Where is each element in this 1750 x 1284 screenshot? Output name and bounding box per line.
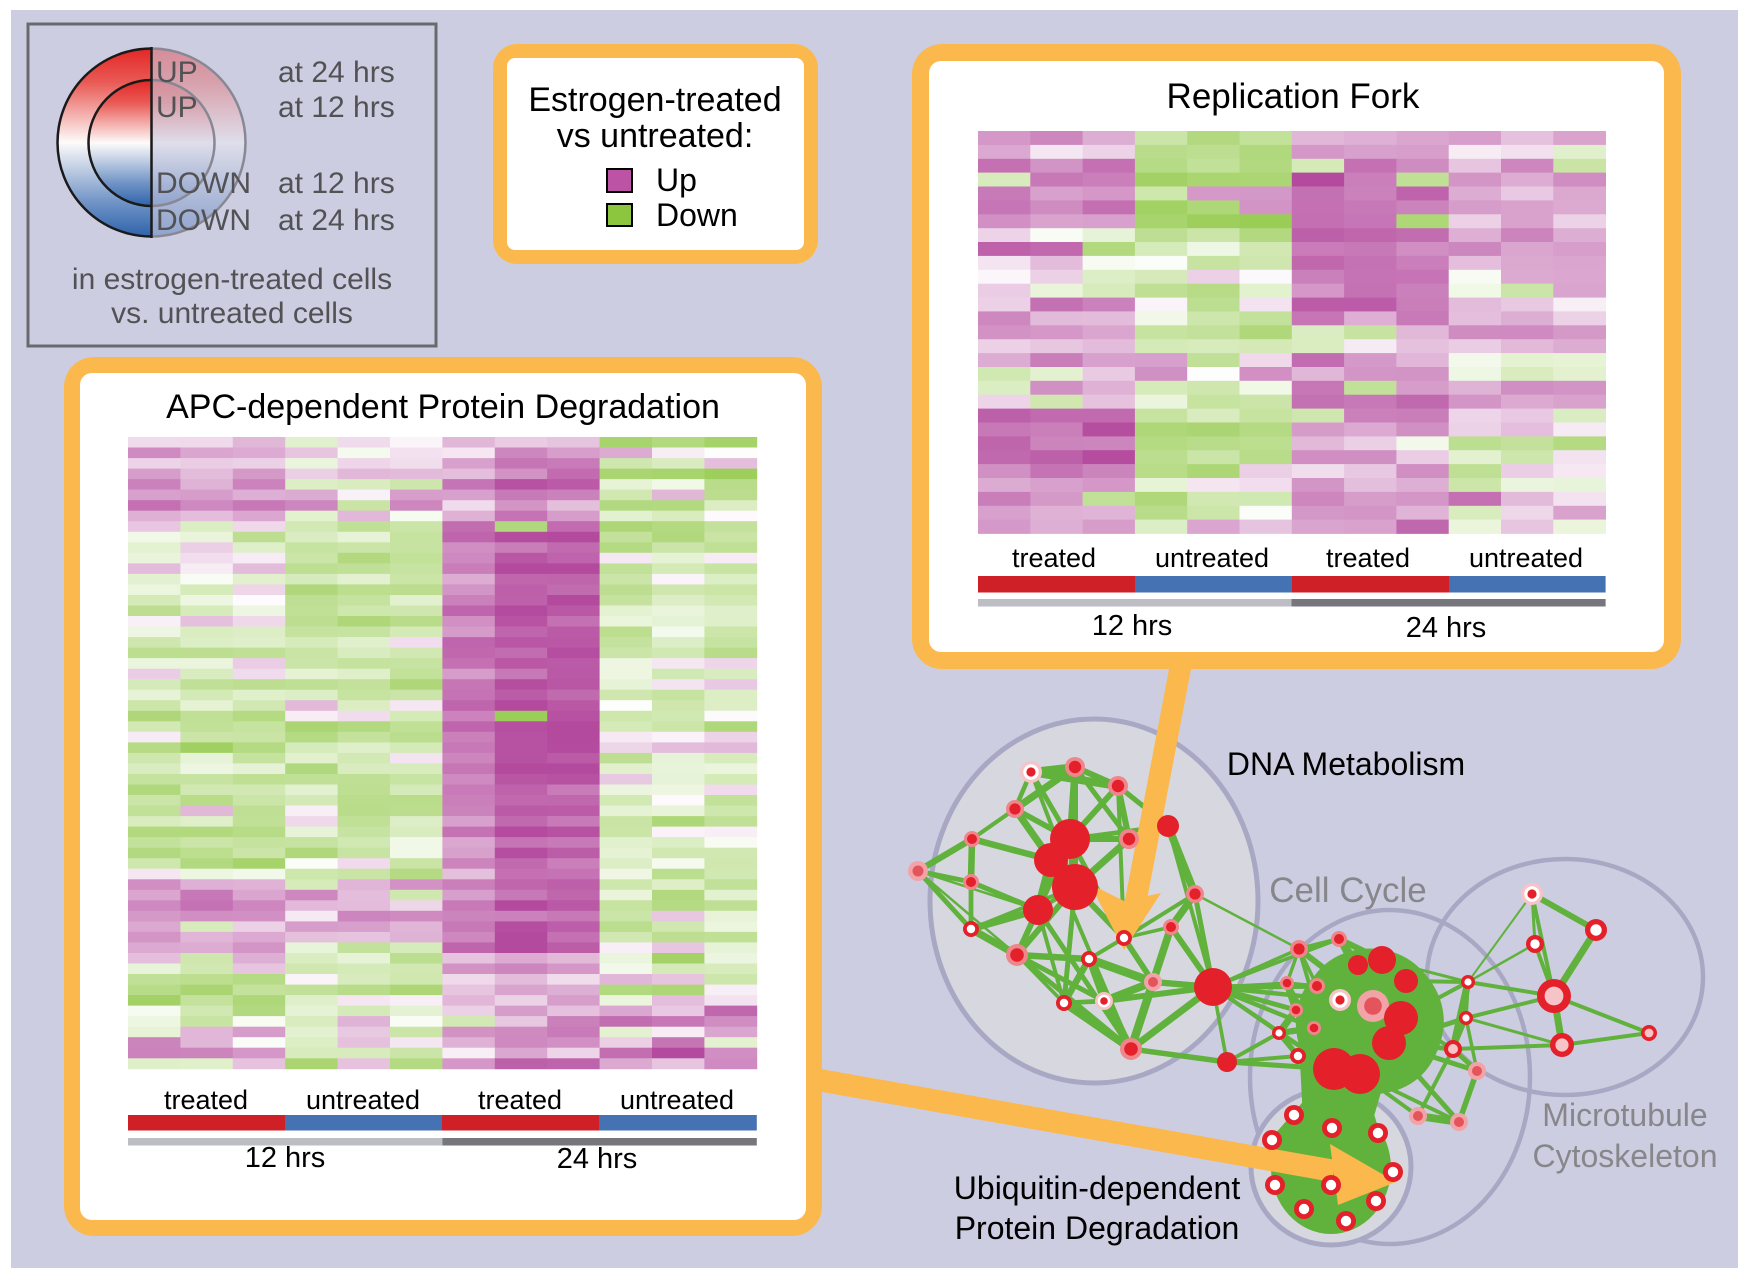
svg-text:treated: treated	[1326, 543, 1410, 573]
svg-text:APC-dependent Protein Degradat: APC-dependent Protein Degradation	[166, 388, 720, 426]
svg-text:Cytoskeleton: Cytoskeleton	[1533, 1138, 1718, 1174]
svg-text:24 hrs: 24 hrs	[557, 1143, 638, 1175]
svg-text:Up: Up	[656, 162, 697, 198]
svg-text:at 12 hrs: at 12 hrs	[278, 91, 395, 124]
svg-text:12 hrs: 12 hrs	[1092, 610, 1173, 642]
svg-text:DOWN: DOWN	[156, 204, 251, 237]
svg-text:Down: Down	[656, 197, 738, 233]
svg-text:at 12 hrs: at 12 hrs	[278, 167, 395, 200]
svg-text:vs untreated:: vs untreated:	[557, 117, 754, 155]
svg-text:untreated: untreated	[1155, 543, 1269, 573]
svg-text:treated: treated	[164, 1085, 248, 1115]
svg-text:12 hrs: 12 hrs	[245, 1142, 326, 1174]
svg-text:vs. untreated cells: vs. untreated cells	[111, 297, 353, 330]
svg-text:untreated: untreated	[306, 1085, 420, 1115]
svg-text:at 24 hrs: at 24 hrs	[278, 204, 395, 237]
svg-text:DOWN: DOWN	[156, 167, 251, 200]
svg-text:Microtubule: Microtubule	[1542, 1097, 1707, 1133]
svg-text:Estrogen-treated: Estrogen-treated	[528, 81, 781, 119]
svg-text:DNA Metabolism: DNA Metabolism	[1227, 746, 1465, 782]
svg-text:24 hrs: 24 hrs	[1406, 612, 1487, 644]
svg-text:Cell Cycle: Cell Cycle	[1269, 871, 1427, 910]
svg-text:treated: treated	[1012, 543, 1096, 573]
svg-text:at 24 hrs: at 24 hrs	[278, 56, 395, 89]
svg-text:treated: treated	[478, 1085, 562, 1115]
svg-text:in estrogen-treated cells: in estrogen-treated cells	[72, 263, 392, 296]
svg-text:UP: UP	[156, 91, 198, 124]
svg-text:Protein Degradation: Protein Degradation	[955, 1210, 1240, 1246]
svg-text:UP: UP	[156, 56, 198, 89]
svg-text:Replication Fork: Replication Fork	[1167, 77, 1420, 116]
svg-text:Ubiquitin-dependent: Ubiquitin-dependent	[954, 1170, 1241, 1206]
svg-text:untreated: untreated	[1469, 543, 1583, 573]
svg-text:untreated: untreated	[620, 1085, 734, 1115]
